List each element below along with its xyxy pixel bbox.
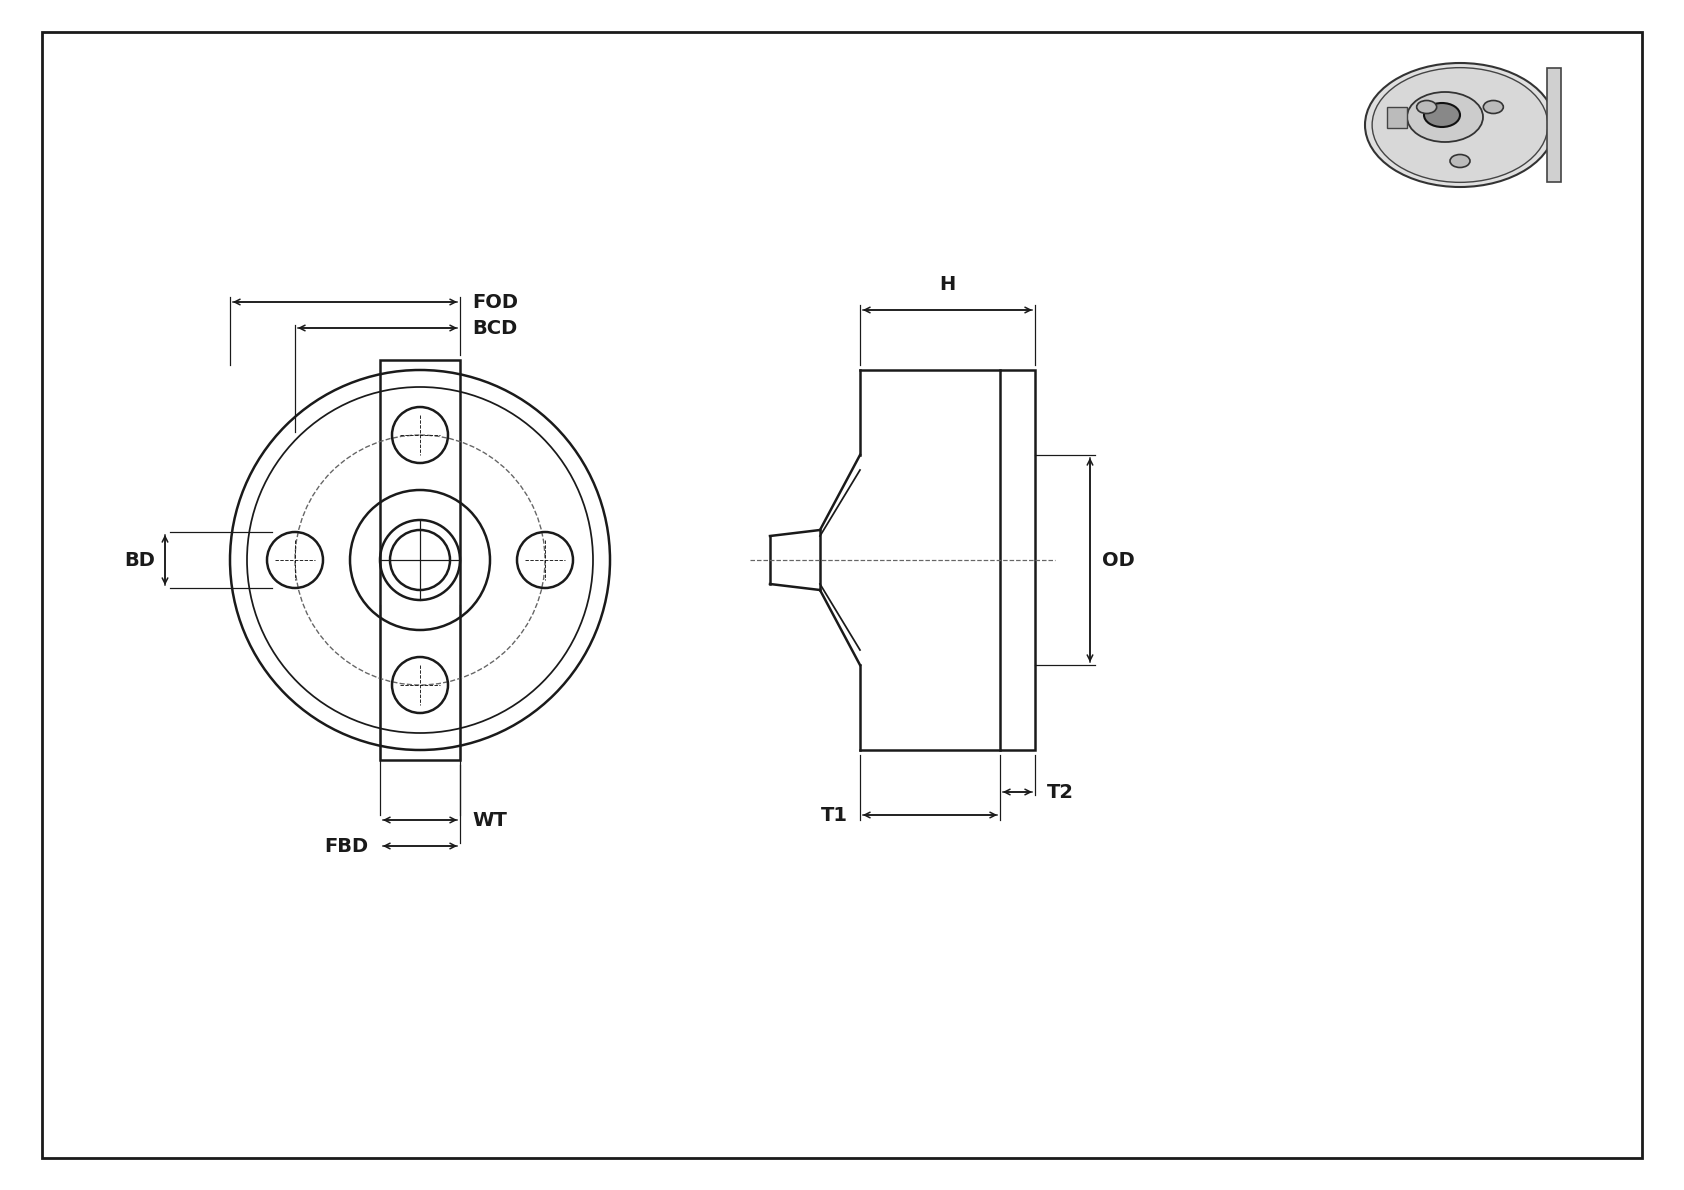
Text: FBD: FBD (323, 837, 369, 856)
Text: BD: BD (125, 551, 155, 570)
Text: T2: T2 (1047, 783, 1074, 802)
Text: WT: WT (472, 810, 507, 829)
Text: FOD: FOD (472, 293, 519, 312)
Bar (1548, 68, 1561, 182)
Bar (1000, 370, 1036, 750)
Bar (381, 361, 460, 760)
Bar (1388, 107, 1408, 129)
Ellipse shape (1450, 155, 1470, 168)
Ellipse shape (1372, 68, 1548, 182)
Text: H: H (940, 275, 955, 294)
Text: BCD: BCD (472, 319, 517, 338)
Ellipse shape (1484, 100, 1504, 113)
Ellipse shape (1425, 104, 1460, 127)
Text: T1: T1 (822, 806, 849, 825)
Ellipse shape (1416, 100, 1436, 113)
Text: OD: OD (1101, 551, 1135, 570)
Ellipse shape (1366, 63, 1554, 187)
Ellipse shape (1408, 92, 1484, 142)
